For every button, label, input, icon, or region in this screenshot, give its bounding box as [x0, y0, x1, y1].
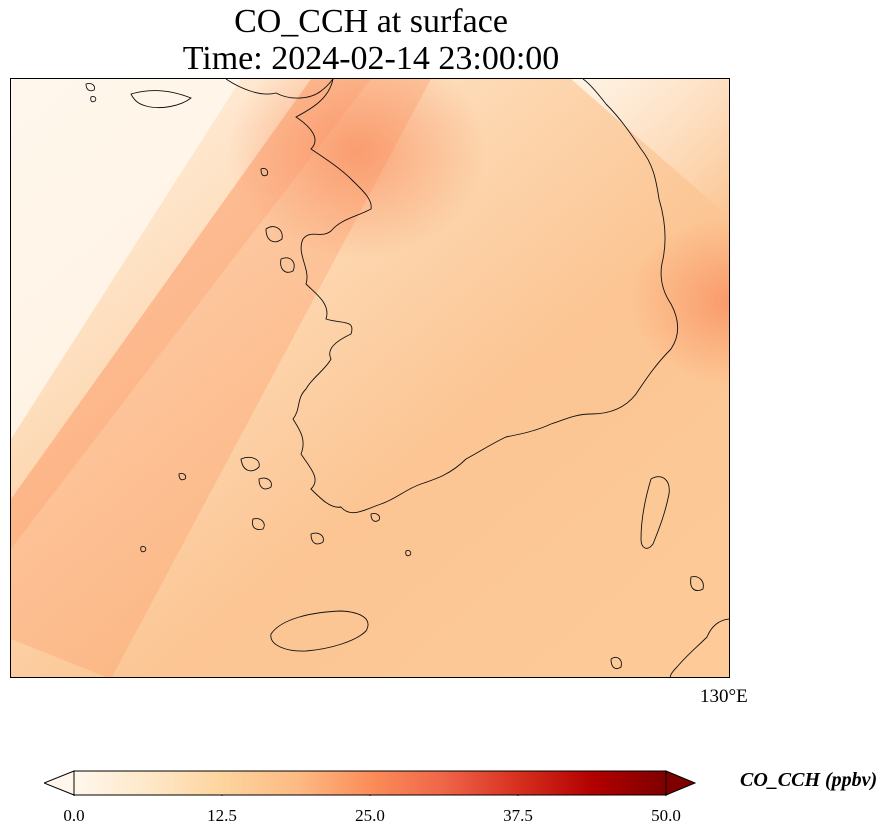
colorbar-gradient [73, 770, 667, 796]
map-plot-area [10, 78, 730, 678]
colorbar-tick-label: 50.0 [651, 806, 681, 825]
colorbar-tick-label: 0.0 [63, 806, 85, 825]
colorbar [44, 770, 696, 796]
coastline [85, 79, 729, 677]
east-sea-maximum [11, 79, 729, 677]
colorbar-min-extend [44, 770, 75, 796]
map-title: CO_CCH at surface [234, 3, 508, 40]
longitude-tick-label: 130°E [700, 686, 748, 707]
colorbar-tick-label: 37.5 [503, 806, 533, 825]
colorbar-max-extend [665, 770, 696, 796]
colorbar-tick-label: 25.0 [355, 806, 385, 825]
map-time-subtitle: Time: 2024-02-14 23:00:00 [182, 40, 560, 77]
colorbar-label: CO_CCH (ppbv) [740, 769, 878, 791]
colorbar-tick-label: 12.5 [207, 806, 237, 825]
concentration-field [11, 79, 729, 677]
